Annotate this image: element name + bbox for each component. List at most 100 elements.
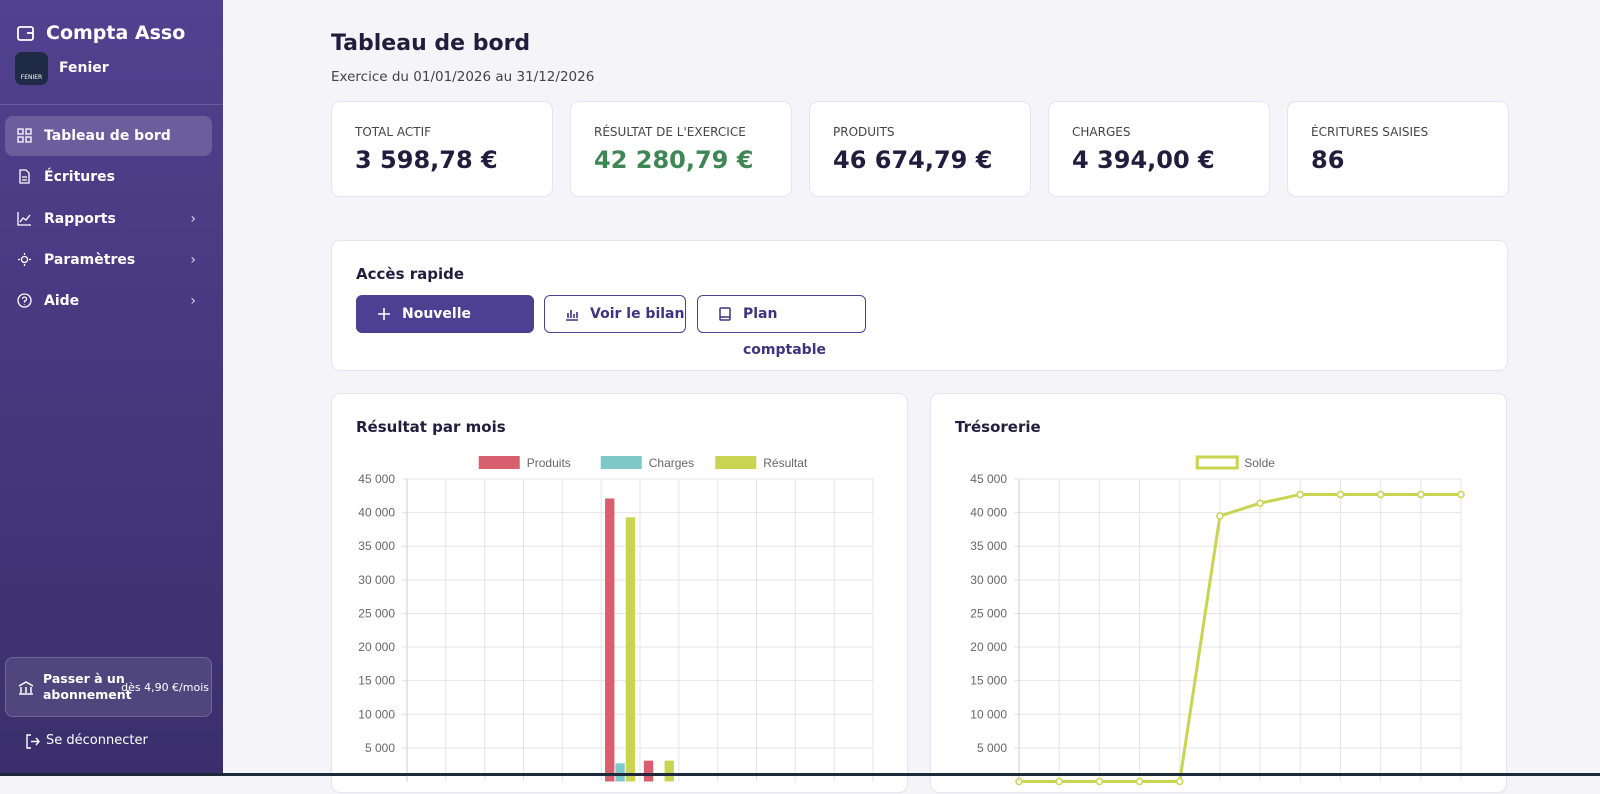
new-entry-button[interactable]: Nouvelle écriture [356, 295, 534, 358]
stat-value: 4 394,00 € [1072, 146, 1215, 174]
nav-icon [19, 169, 30, 184]
y-tick-label: 30 000 [970, 573, 1007, 587]
y-tick-label: 25 000 [358, 606, 395, 620]
balance-button[interactable]: Voir le bilan [544, 295, 686, 333]
y-tick-label: 10 000 [970, 707, 1007, 721]
bar [664, 760, 674, 782]
y-tick-label: 35 000 [358, 539, 395, 553]
page-subtitle: Exercice du 01/01/2026 au 31/12/2026 [331, 69, 595, 85]
bank-icon [18, 681, 34, 695]
bar [615, 763, 625, 782]
icon-path [17, 293, 32, 308]
point [1055, 777, 1063, 786]
chart-title: Résultat par mois [356, 418, 506, 436]
nav-item[interactable]: Aide › [5, 281, 212, 321]
stat-card: RÉSULTAT DE L'EXERCICE 42 280,79 € [570, 101, 792, 197]
legend-label: Produits [527, 456, 571, 470]
y-tick-label: 40 000 [358, 506, 395, 520]
point [1095, 777, 1104, 786]
y-tick-label: 25 000 [970, 606, 1007, 620]
nav-item[interactable]: Tableau de bord [5, 116, 212, 156]
y-tick-label: 5 000 [365, 741, 395, 755]
stat-value: 42 280,79 € [594, 146, 754, 174]
y-tick-label: 30 000 [358, 573, 395, 587]
separator [0, 104, 223, 105]
nav-item[interactable]: Écritures [5, 157, 212, 197]
nav-icon [17, 293, 32, 308]
y-tick-label: 35 000 [970, 539, 1007, 553]
y-tick-label: 45 000 [358, 472, 395, 486]
chart: Résultat par mois 5 000 10 000 15 000 20 000… [356, 418, 874, 782]
page-title: Tableau de bord [331, 31, 531, 56]
chart-icon [566, 310, 578, 321]
bar [625, 517, 636, 782]
point [1336, 490, 1345, 499]
stat-value: 86 [1311, 146, 1345, 174]
book-icon [719, 307, 731, 321]
logout-icon [26, 734, 40, 749]
bar [605, 498, 615, 782]
legend-swatch [1195, 455, 1239, 470]
sidebar: Compta Asso FENIER Fenier Passer à un ab… [0, 0, 223, 776]
nav-label: Aide [44, 293, 80, 310]
upgrade-button[interactable]: Passer à un abonnement dès 4,90 €/mois [5, 657, 212, 717]
icon-path [17, 128, 32, 143]
icon-path [18, 252, 31, 266]
stat-label: TOTAL ACTIF [355, 125, 432, 139]
legend-label: Charges [649, 456, 694, 470]
chart-card: Trésorerie 5 000 10 000 15 000 20 000 25 000 3… [930, 393, 1507, 793]
org-name: Fenier [59, 60, 109, 76]
point [1296, 490, 1305, 499]
point [1135, 777, 1144, 786]
y-tick-label: 15 000 [358, 674, 395, 688]
chevron: › [190, 210, 196, 227]
legend-swatch [478, 456, 520, 469]
bar [643, 760, 654, 782]
y-tick-label: 20 000 [970, 640, 1007, 654]
stat-card: PRODUITS 46 674,79 € [809, 101, 1031, 197]
chart-of-accounts-button[interactable]: Plan comptable [697, 295, 866, 358]
legend-swatch [600, 456, 642, 469]
nav-label: Tableau de bord [44, 128, 171, 144]
stat-value: 46 674,79 € [833, 146, 993, 174]
org-logo: FENIER [15, 52, 48, 85]
nav-label: Rapports [44, 210, 116, 227]
y-tick-label: 20 000 [358, 640, 395, 654]
taskbar-edge [0, 773, 1600, 776]
quick-title: Accès rapide [356, 265, 465, 283]
stat-card: TOTAL ACTIF 3 598,78 € [331, 101, 553, 197]
stat-label: RÉSULTAT DE L'EXERCICE [594, 125, 746, 139]
nav-item[interactable]: Paramètres › [5, 240, 212, 280]
legend-swatch [715, 456, 757, 469]
brand: Compta Asso [46, 22, 186, 44]
point [1256, 499, 1264, 507]
point [1175, 777, 1184, 786]
upgrade-title: Passer à un abonnement [43, 671, 132, 702]
y-tick-label: 45 000 [970, 472, 1007, 486]
icon-path [19, 169, 30, 184]
nav-icon [17, 211, 31, 226]
button-label: Nouvelle écriture [402, 306, 472, 358]
nav-label: Paramètres [44, 251, 136, 268]
line [1019, 492, 1461, 783]
y-tick-label: 5 000 [977, 741, 1007, 755]
stat-label: PRODUITS [833, 125, 895, 139]
y-tick-label: 10 000 [358, 707, 395, 721]
y-tick-label: 40 000 [970, 506, 1007, 520]
upgrade-price: dès 4,90 €/mois [121, 681, 209, 694]
y-tick-label: 15 000 [970, 674, 1007, 688]
chart: Trésorerie 5 000 10 000 15 000 20 000 25 000 3… [955, 418, 1465, 786]
icon-path [17, 211, 31, 226]
nav-item[interactable]: Rapports › [5, 199, 212, 239]
logout-link[interactable]: Se déconnecter [46, 733, 148, 748]
chevron: › [190, 293, 196, 310]
legend-label: Solde [1244, 456, 1275, 470]
point [1376, 490, 1385, 499]
quick-access: Accès rapide Nouvelle écriture Voir le b… [331, 240, 1508, 371]
stat-card: CHARGES 4 394,00 € [1048, 101, 1270, 197]
stat-label: ÉCRITURES SAISIES [1311, 125, 1429, 139]
chevron: › [190, 251, 196, 268]
nav-label: Écritures [44, 169, 115, 186]
stat-label: CHARGES [1072, 125, 1131, 139]
